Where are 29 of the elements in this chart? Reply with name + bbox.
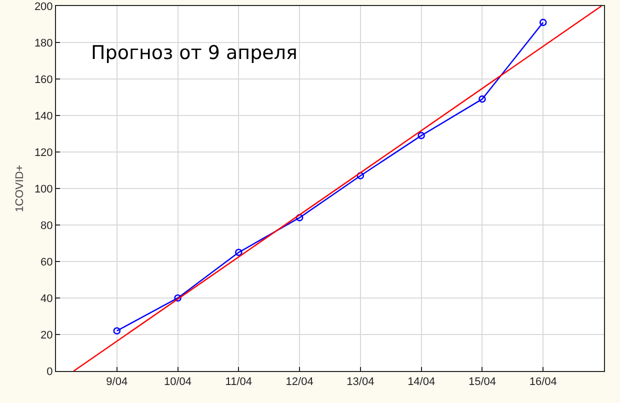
y-tick-label: 180 <box>34 37 53 50</box>
x-tick-label: 11/04 <box>225 376 252 388</box>
y-tick-label: 0 <box>46 366 53 378</box>
y-tick-label: 200 <box>34 0 53 13</box>
x-tick-label: 10/04 <box>164 376 192 388</box>
y-tick-label: 60 <box>40 256 53 268</box>
point <box>113 327 121 334</box>
x-tick-label: 13/04 <box>346 376 374 388</box>
y-tick-label: 120 <box>34 146 53 159</box>
x-tick-label: 12/04 <box>286 376 314 388</box>
point <box>478 95 486 103</box>
y-tick-label: 140 <box>34 110 53 122</box>
y-tick-label: 80 <box>40 220 53 232</box>
y-tick-label: 20 <box>40 329 53 342</box>
y-tick-label: 160 <box>34 74 53 86</box>
point <box>296 214 304 222</box>
annotation: Прогноз от 9 апреля <box>91 42 298 64</box>
point <box>174 294 182 302</box>
x-tick-label: 16/04 <box>529 376 557 388</box>
point <box>539 18 547 26</box>
point <box>235 248 242 256</box>
point <box>418 132 425 140</box>
y-tick-label: 100 <box>34 183 53 196</box>
x-tick-label: 15/04 <box>468 376 496 388</box>
y-axis-title: 1COVID+ <box>14 164 26 212</box>
y-tick-label: 40 <box>40 292 53 305</box>
x-tick-label: 9/04 <box>106 376 128 388</box>
x-tick-label: 14/04 <box>408 376 436 388</box>
point <box>356 172 364 180</box>
